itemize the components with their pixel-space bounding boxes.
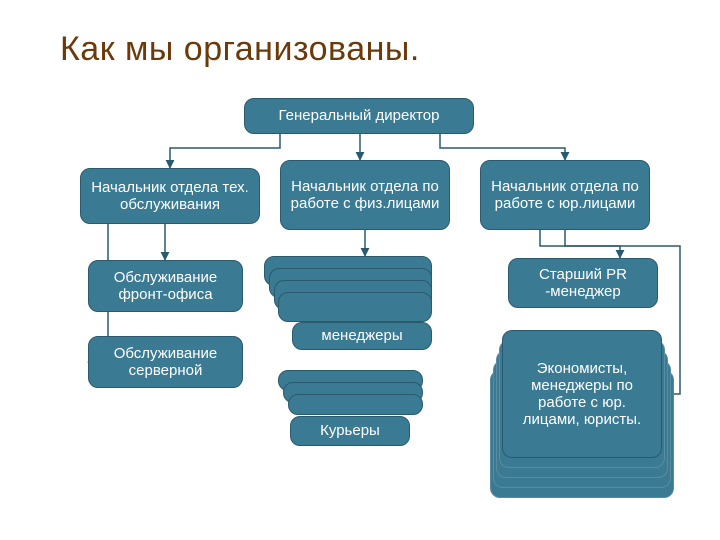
stack-layer — [278, 292, 432, 322]
n-server: Обслуживание серверной — [88, 336, 243, 388]
stack-layer — [288, 394, 423, 415]
edge-n-ceo-n-jur — [440, 134, 565, 160]
page-title: Как мы организованы. — [60, 30, 420, 69]
n-couriers: Курьеры — [290, 416, 410, 446]
edge-n-ceo-n-tech — [170, 134, 280, 168]
n-pr: Старший PR -менеджер — [508, 258, 658, 308]
n-phys: Начальник отдела по работе с физ.лицами — [280, 160, 450, 230]
n-tech: Начальник отдела тех. обслуживания — [80, 168, 260, 224]
n-jur: Начальник отдела по работе с юр.лицами — [480, 160, 650, 230]
edge-n-jur-n-pr — [565, 230, 620, 258]
slide: { "title": { "text": "Как мы организован… — [0, 0, 720, 540]
n-front: Обслуживание фронт-офиса — [88, 260, 243, 312]
n-managers: менеджеры — [292, 322, 432, 350]
n-econ: Экономисты, менеджеры по работе с юр. ли… — [502, 330, 662, 458]
n-ceo: Генеральный директор — [244, 98, 474, 134]
